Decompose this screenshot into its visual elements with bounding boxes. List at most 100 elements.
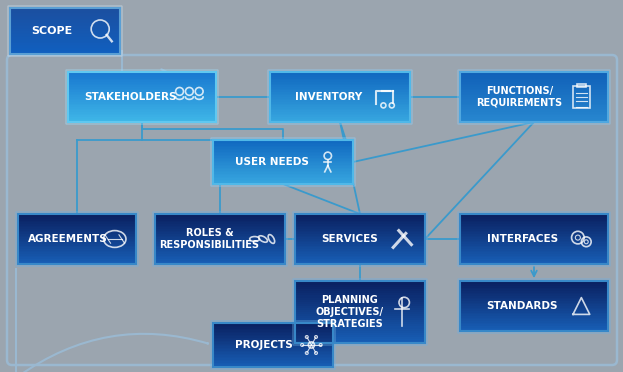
Bar	[155, 222, 285, 224]
Bar	[295, 287, 425, 290]
Bar	[213, 147, 353, 149]
Bar	[460, 246, 608, 248]
Bar	[213, 162, 353, 164]
Bar	[213, 339, 333, 341]
Bar	[68, 119, 216, 121]
Bar	[213, 166, 353, 169]
Bar	[295, 216, 425, 218]
Bar	[213, 143, 353, 145]
Bar	[460, 95, 608, 97]
Bar	[213, 360, 333, 362]
Bar	[10, 32, 120, 35]
Bar	[270, 110, 410, 112]
Bar	[460, 299, 608, 301]
Bar	[295, 283, 425, 286]
Bar	[460, 97, 608, 99]
Bar	[270, 100, 410, 103]
Bar	[460, 226, 608, 228]
Bar	[10, 48, 120, 50]
Bar	[270, 97, 410, 99]
Bar	[460, 219, 608, 221]
Bar	[155, 252, 285, 254]
Bar	[155, 219, 285, 221]
Bar	[295, 314, 425, 317]
Bar	[295, 229, 425, 231]
Bar	[295, 239, 425, 241]
Bar	[460, 90, 608, 93]
Bar	[155, 234, 285, 236]
Bar	[155, 231, 285, 233]
Bar	[295, 259, 425, 261]
Bar	[460, 100, 608, 103]
Bar	[295, 242, 425, 244]
Bar	[295, 227, 425, 230]
Bar	[155, 249, 285, 251]
Bar	[295, 236, 425, 238]
Bar	[295, 333, 425, 335]
Bar	[460, 229, 608, 231]
Bar	[213, 149, 353, 151]
Bar	[18, 236, 136, 238]
Bar	[460, 72, 608, 74]
Bar	[460, 301, 608, 303]
Bar	[295, 328, 425, 331]
Bar	[295, 337, 425, 339]
Bar	[68, 87, 216, 89]
Bar	[10, 43, 120, 45]
Bar	[460, 114, 608, 116]
Bar	[295, 254, 425, 256]
Bar	[213, 341, 333, 343]
Bar	[18, 232, 136, 234]
Bar	[213, 165, 353, 167]
Bar	[270, 112, 410, 114]
Bar	[270, 99, 410, 101]
Bar	[10, 39, 120, 41]
Bar	[213, 140, 353, 142]
Bar	[460, 119, 608, 121]
Bar	[295, 294, 425, 296]
Text: PROJECTS: PROJECTS	[234, 340, 292, 350]
Text: INVENTORY: INVENTORY	[295, 92, 363, 102]
Bar	[460, 329, 608, 331]
Bar	[460, 319, 608, 321]
Bar	[270, 89, 410, 91]
Bar	[460, 102, 608, 104]
Bar	[460, 74, 608, 76]
Bar	[155, 227, 285, 230]
Bar	[68, 82, 216, 84]
Bar	[460, 99, 608, 101]
Bar	[10, 36, 120, 38]
Bar	[270, 120, 410, 122]
Bar	[10, 20, 120, 22]
Bar	[68, 110, 216, 112]
Bar	[460, 284, 608, 286]
Bar	[155, 259, 285, 261]
Bar	[68, 100, 216, 103]
Bar	[213, 335, 333, 337]
Bar	[213, 366, 333, 368]
Bar	[270, 109, 410, 111]
Bar	[213, 358, 333, 360]
Bar	[295, 252, 425, 254]
Bar	[270, 85, 410, 87]
Bar	[295, 322, 425, 325]
Bar	[460, 308, 608, 310]
Bar	[213, 352, 333, 354]
Text: USER NEEDS: USER NEEDS	[235, 157, 309, 167]
Bar	[295, 251, 425, 253]
Bar	[68, 112, 216, 114]
Bar	[460, 236, 608, 238]
Bar	[270, 104, 410, 106]
Bar	[18, 229, 136, 231]
Bar	[213, 355, 333, 357]
Bar	[213, 150, 353, 152]
Bar	[213, 178, 353, 180]
Text: AGREEMENTS: AGREEMENTS	[27, 234, 107, 244]
Bar	[213, 177, 353, 179]
Bar	[213, 158, 353, 160]
Bar	[295, 295, 425, 298]
Bar	[213, 153, 353, 155]
Bar	[18, 216, 136, 218]
Bar	[460, 89, 608, 91]
Bar	[460, 328, 608, 330]
